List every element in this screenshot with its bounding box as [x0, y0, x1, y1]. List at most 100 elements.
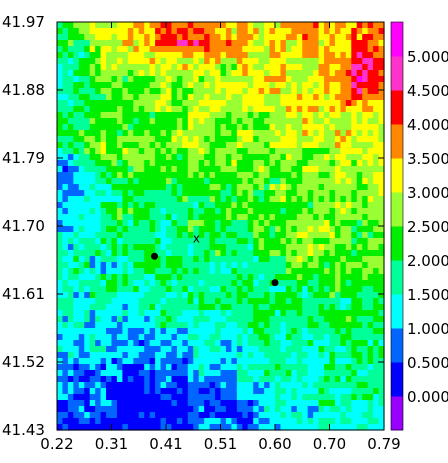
heatmap-cell [204, 406, 211, 413]
heatmap-cell [127, 346, 134, 353]
heatmap-cell [122, 22, 129, 29]
heatmap-cell [307, 160, 314, 167]
heatmap-cell [84, 298, 91, 305]
heatmap-cell [378, 280, 385, 287]
heatmap-cell [285, 244, 292, 251]
heatmap-cell [231, 46, 238, 53]
heatmap-cell [171, 190, 178, 197]
heatmap-cell [209, 262, 216, 269]
heatmap-cell [362, 190, 369, 197]
heatmap-cell [236, 208, 243, 215]
heatmap-cell [356, 76, 363, 83]
heatmap-cell [160, 292, 167, 299]
heatmap-cell [198, 346, 205, 353]
heatmap-cell [302, 346, 309, 353]
heatmap-cell [209, 280, 216, 287]
heatmap-cell [345, 418, 352, 425]
heatmap-cell [231, 232, 238, 239]
heatmap-cell [296, 292, 303, 299]
heatmap-cell [236, 106, 243, 113]
heatmap-cell [373, 418, 380, 425]
heatmap-cell [329, 46, 336, 53]
heatmap-cell [84, 40, 91, 47]
heatmap-cell [318, 364, 325, 371]
heatmap-cell [198, 34, 205, 41]
heatmap-cell [275, 322, 282, 329]
heatmap-cell [269, 124, 276, 131]
heatmap-cell [166, 124, 173, 131]
heatmap-cell [329, 268, 336, 275]
heatmap-cell [209, 190, 216, 197]
heatmap-cell [220, 106, 227, 113]
heatmap-cell [302, 382, 309, 389]
heatmap-cell [242, 238, 249, 245]
heatmap-cell [155, 370, 162, 377]
heatmap-cell [296, 106, 303, 113]
heatmap-cell [378, 40, 385, 47]
heatmap-cell [236, 412, 243, 419]
heatmap-cell [73, 214, 80, 221]
heatmap-cell [176, 226, 183, 233]
heatmap-cell [67, 88, 74, 95]
heatmap-cell [280, 298, 287, 305]
heatmap-cell [204, 352, 211, 359]
heatmap-cell [106, 82, 113, 89]
heatmap-cell [275, 184, 282, 191]
heatmap-cell [95, 118, 102, 125]
heatmap-cell [160, 382, 167, 389]
heatmap-cell [220, 346, 227, 353]
heatmap-cell [95, 316, 102, 323]
heatmap-cell [329, 190, 336, 197]
heatmap-cell [373, 376, 380, 383]
heatmap-cell [302, 220, 309, 227]
heatmap-cell [373, 172, 380, 179]
heatmap-cell [95, 418, 102, 425]
heatmap-cell [84, 238, 91, 245]
heatmap-cell [220, 64, 227, 71]
heatmap-cell [171, 142, 178, 149]
heatmap-cell [247, 160, 254, 167]
heatmap-cell [264, 22, 271, 29]
heatmap-cell [89, 166, 96, 173]
heatmap-cell [291, 130, 298, 137]
heatmap-cell [340, 172, 347, 179]
heatmap-cell [340, 160, 347, 167]
heatmap-cell [84, 214, 91, 221]
heatmap-cell [313, 220, 320, 227]
heatmap-cell [198, 220, 205, 227]
heatmap-cell [356, 94, 363, 101]
heatmap-cell [155, 130, 162, 137]
heatmap-cell [95, 340, 102, 347]
heatmap-cell [307, 376, 314, 383]
heatmap-cell [209, 250, 216, 257]
heatmap-cell [367, 46, 374, 53]
heatmap-cell [324, 40, 331, 47]
heatmap-cell [373, 130, 380, 137]
heatmap-cell [166, 256, 173, 263]
heatmap-cell [171, 334, 178, 341]
heatmap-cell [280, 346, 287, 353]
heatmap-cell [127, 310, 134, 317]
heatmap-cell [215, 388, 222, 395]
heatmap-cell [373, 64, 380, 71]
heatmap-cell [149, 64, 156, 71]
heatmap-cell [258, 328, 265, 335]
heatmap-cell [329, 328, 336, 335]
heatmap-cell [362, 298, 369, 305]
heatmap-cell [127, 352, 134, 359]
heatmap-cell [362, 286, 369, 293]
heatmap-cell [62, 256, 69, 263]
heatmap-cell [100, 148, 107, 155]
heatmap-cell [291, 64, 298, 71]
heatmap-cell [307, 202, 314, 209]
heatmap-cell [247, 94, 254, 101]
heatmap-cell [204, 46, 211, 53]
heatmap-cell [166, 310, 173, 317]
heatmap-cell [258, 70, 265, 77]
heatmap-cell [100, 208, 107, 215]
heatmap-cell [100, 58, 107, 65]
heatmap-cell [285, 136, 292, 143]
heatmap-cell [373, 322, 380, 329]
heatmap-cell [160, 58, 167, 65]
heatmap-cell [204, 208, 211, 215]
